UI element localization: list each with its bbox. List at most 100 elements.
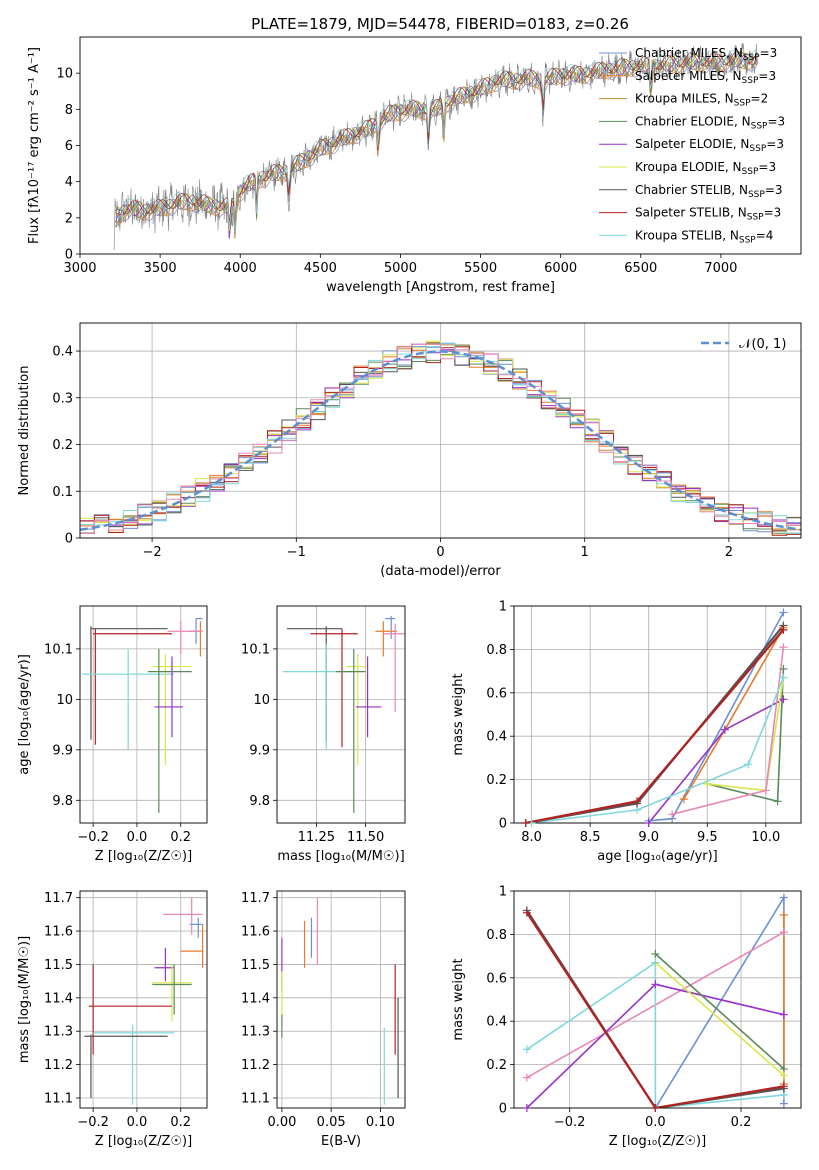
weight-line — [526, 961, 784, 1108]
y-tick-label: 4 — [65, 175, 73, 190]
y-tick-label: 11.4 — [241, 991, 270, 1006]
normal-curve — [80, 350, 801, 532]
plot-area — [281, 897, 399, 1105]
errorbar-point — [90, 626, 168, 740]
x-tick-label: 0.2 — [170, 830, 191, 845]
plot-area — [282, 616, 405, 813]
axes-frame — [513, 605, 802, 824]
x-tick-label: 0.05 — [317, 1115, 346, 1130]
errorbar-point — [147, 648, 192, 813]
weight-marker — [668, 810, 677, 819]
y-tick-label: 11.1 — [44, 1091, 73, 1106]
panel-mass_vs_ebv: 0.00 0.05 0.10 11.1 11.2 11.3 11.4 11.5 11.6 11.7… — [241, 890, 406, 1149]
errorbar-point — [167, 621, 203, 654]
weight-marker — [522, 1073, 531, 1082]
weight-marker — [679, 795, 688, 804]
y-tick-label: 11.5 — [241, 958, 270, 973]
x-axis-label: Z [log₁₀(Z/Z☉)] — [95, 1134, 192, 1149]
y-tick-label: 0.1 — [52, 485, 73, 500]
weight-marker — [651, 1104, 660, 1112]
y-tick-label: 10 — [56, 693, 73, 708]
y-axis-label: age [log₁₀(age/yr)] — [17, 654, 32, 775]
errorbar-point — [163, 897, 203, 935]
x-tick-label: 10.0 — [751, 830, 780, 845]
x-tick-label: 0 — [436, 545, 444, 560]
weight-marker — [779, 910, 788, 919]
x-tick-label: 3000 — [63, 261, 96, 276]
grid — [80, 891, 207, 1108]
x-tick-label: 11.25 — [298, 830, 335, 845]
y-tick-label: 0.6 — [486, 971, 507, 986]
y-tick-label: 8 — [65, 103, 73, 118]
legend-entry: Kroupa STELIB, NSSP=4 — [635, 228, 773, 245]
y-tick-label: 11.2 — [44, 1058, 73, 1073]
errorbar-point — [385, 616, 396, 639]
weight-marker — [779, 1082, 788, 1091]
x-tick-label: −0.2 — [554, 1115, 586, 1130]
weight-marker — [744, 760, 753, 769]
x-tick-label: 0.0 — [127, 830, 148, 845]
axes-frame — [79, 890, 208, 1109]
figure-title: PLATE=1879, MJD=54478, FIBERID=0183, z=0… — [251, 15, 629, 33]
y-tick-label: 11.2 — [241, 1058, 270, 1073]
x-tick-label: −0.2 — [77, 830, 109, 845]
weight-marker — [522, 1045, 531, 1054]
weight-marker — [761, 786, 770, 795]
x-tick-label: 5500 — [464, 261, 497, 276]
legend-entry: Chabrier STELIB, NSSP=3 — [635, 183, 783, 200]
x-axis-label: wavelength [Angstrom, rest frame] — [326, 280, 555, 295]
weight-marker — [779, 1010, 788, 1019]
weight-marker — [779, 695, 788, 704]
plot-area — [82, 618, 203, 813]
panel-mass_vs_Z: −0.2 0.0 0.2 11.1 11.2 11.3 11.4 11.5 11.6 11.7 Z … — [17, 890, 208, 1149]
y-tick-label: 0.3 — [52, 391, 73, 406]
y-tick-label: 11.3 — [44, 1025, 73, 1040]
x-tick-label: 4000 — [224, 261, 257, 276]
y-tick-label: 9.9 — [249, 743, 270, 758]
weight-marker — [522, 1104, 531, 1112]
y-tick-label: 11.6 — [44, 925, 73, 940]
ticks: −2 −1 0 1 2 0 0.1 0.2 0.3 0.4 — [52, 345, 733, 560]
y-axis-label: mass weight — [451, 673, 466, 755]
errorbar-point — [93, 1024, 175, 1105]
weight-marker — [779, 673, 788, 682]
errorbar-point — [152, 964, 192, 1015]
y-tick-label: 0.2 — [486, 1058, 507, 1073]
x-tick-label: −1 — [287, 545, 306, 560]
y-tick-label: 0 — [499, 1102, 507, 1117]
ticks: 8.0 8.5 9.0 9.5 10.0 0 0.2 0.4 0.6 0.8 1 — [486, 600, 780, 846]
ticks: 0.00 0.05 0.10 11.1 11.2 11.3 11.4 11.5 11.6 11.7 — [241, 891, 395, 1130]
x-tick-label: 0.0 — [645, 1115, 666, 1130]
weight-marker — [779, 1099, 788, 1108]
plot-area — [84, 897, 204, 1105]
weight-marker — [521, 819, 530, 827]
panel-residuals: −2 −1 0 1 2 0 0.1 0.2 0.3 0.4 (data-model)/error No… — [17, 322, 802, 579]
weight-line — [525, 912, 785, 1108]
axes-frame — [79, 36, 802, 255]
y-axis-label: Normed distribution — [17, 366, 32, 496]
weight-marker — [779, 664, 788, 673]
ticks: −0.2 0.0 0.2 9.8 9.9 10 10.1 — [44, 642, 191, 845]
x-axis-label: age [log₁₀(age/yr)] — [597, 849, 718, 864]
y-tick-label: 10.1 — [241, 642, 270, 657]
grid — [277, 891, 405, 1108]
errorbar-point — [383, 623, 405, 712]
weight-marker — [779, 928, 788, 937]
panels: 3000 3500 4000 4500 5000 5500 6000 6500 70000246… — [17, 36, 802, 1149]
x-tick-label: −0.2 — [77, 1115, 109, 1130]
panel-age_vs_mass: 11.25 11.50 9.8 9.9 10 10.1 mass [log₁₀(M/M☉)] — [241, 605, 406, 864]
y-axis-label: mass weight — [451, 958, 466, 1040]
panel-weight_vs_age: 8.0 8.5 9.0 9.5 10.0 0 0.2 0.4 0.6 0.8 1 age [log₁₀… — [451, 600, 802, 864]
weight-marker — [644, 819, 653, 827]
x-tick-label: 7000 — [704, 261, 737, 276]
errorbar-point — [88, 964, 172, 1055]
legend: Chabrier MILES, NSSP=3 Salpeter MILES, NS… — [599, 46, 785, 245]
x-tick-label: 3500 — [144, 261, 177, 276]
x-tick-label: 8.5 — [580, 830, 601, 845]
y-tick-label: 0 — [65, 248, 73, 263]
panel-weight_vs_Z: −0.2 0.0 0.2 0 0.2 0.4 0.6 0.8 1 Z [log₁₀(Z/Z☉)] m… — [451, 885, 802, 1149]
y-tick-label: 11.6 — [241, 925, 270, 940]
y-tick-label: 9.8 — [249, 794, 270, 809]
weight-marker — [779, 608, 788, 617]
legend-entry: Chabrier ELODIE, NSSP=3 — [635, 114, 785, 131]
